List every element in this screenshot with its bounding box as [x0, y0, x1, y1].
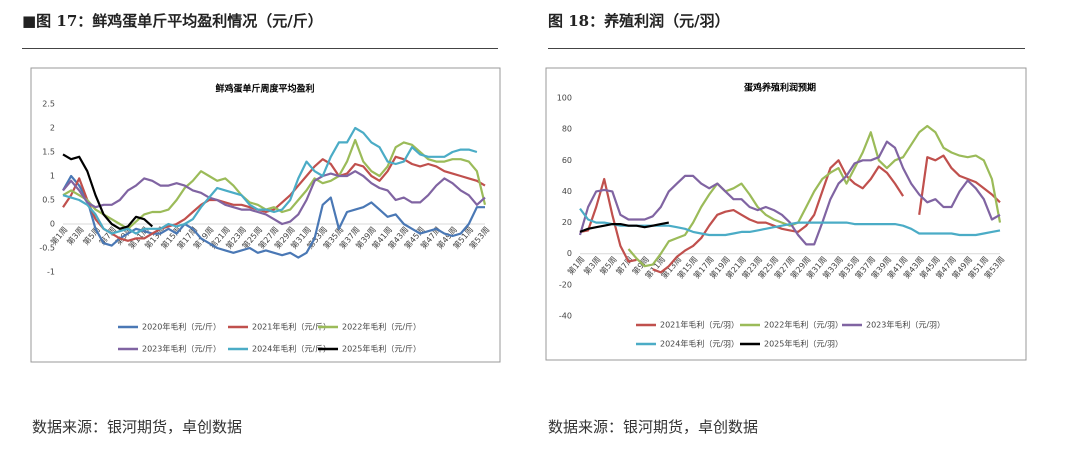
legend-label: 2022年毛利（元/斤）	[342, 322, 421, 332]
chart-frame	[545, 67, 1027, 361]
legend-label: 2024年毛利（元/羽）	[660, 339, 739, 349]
legend-label: 2025年毛利（元/羽）	[764, 339, 843, 349]
chart-title: 蛋鸡养殖利润预期	[744, 82, 816, 94]
series-line	[62, 174, 485, 259]
legend-label: 2021年毛利（元/斤）	[252, 322, 331, 332]
y-tick-label: 1	[50, 172, 55, 181]
y-tick-label: 0	[50, 220, 55, 229]
y-tick-label: 0.5	[42, 196, 55, 205]
series-line	[62, 126, 478, 235]
legend-label: 2023年毛利（元/斤）	[142, 344, 221, 354]
y-tick-label: 2.5	[42, 100, 55, 109]
y-tick-label: -0.5	[39, 244, 55, 253]
series-line	[579, 221, 670, 233]
y-tick-label: 40	[562, 187, 572, 196]
y-tick-label: -1	[47, 268, 55, 277]
y-tick-label: -20	[559, 280, 572, 289]
series-line	[62, 153, 154, 230]
series-line	[578, 140, 1001, 246]
legend-label: 2025年毛利（元/斤）	[342, 344, 421, 354]
series-line	[627, 124, 1002, 268]
y-tick-label: 1.5	[42, 148, 55, 157]
y-tick-label: 0	[567, 249, 572, 258]
chart-title: 鲜鸡蛋单斤周度平均盈利	[215, 83, 314, 95]
y-tick-label: 2	[50, 124, 55, 133]
y-tick-label: 80	[562, 125, 572, 134]
series-line	[62, 138, 487, 230]
y-tick-label: 20	[562, 218, 572, 227]
caption-rule	[548, 48, 1025, 49]
source-note: 数据来源：银河期货，卓创数据	[32, 418, 243, 436]
figure-caption: 图 18：养殖利润（元/羽）	[548, 12, 730, 30]
y-tick-label: -40	[559, 312, 572, 321]
legend-label: 2023年毛利（元/羽）	[866, 320, 945, 330]
series-line	[62, 170, 486, 226]
y-tick-label: 60	[562, 156, 572, 165]
legend-label: 2024年毛利（元/斤）	[252, 344, 331, 354]
figure-caption: ■图 17：鲜鸡蛋单斤平均盈利情况（元/斤）	[22, 12, 323, 30]
source-note: 数据来源：银河期货，卓创数据	[548, 418, 759, 436]
legend-label: 2022年毛利（元/羽）	[764, 320, 843, 330]
y-tick-label: 100	[557, 94, 572, 103]
legend-label: 2020年毛利（元/斤）	[142, 322, 221, 332]
series-line	[62, 155, 486, 242]
legend-label: 2021年毛利（元/羽）	[660, 320, 739, 330]
caption-rule	[22, 48, 498, 49]
